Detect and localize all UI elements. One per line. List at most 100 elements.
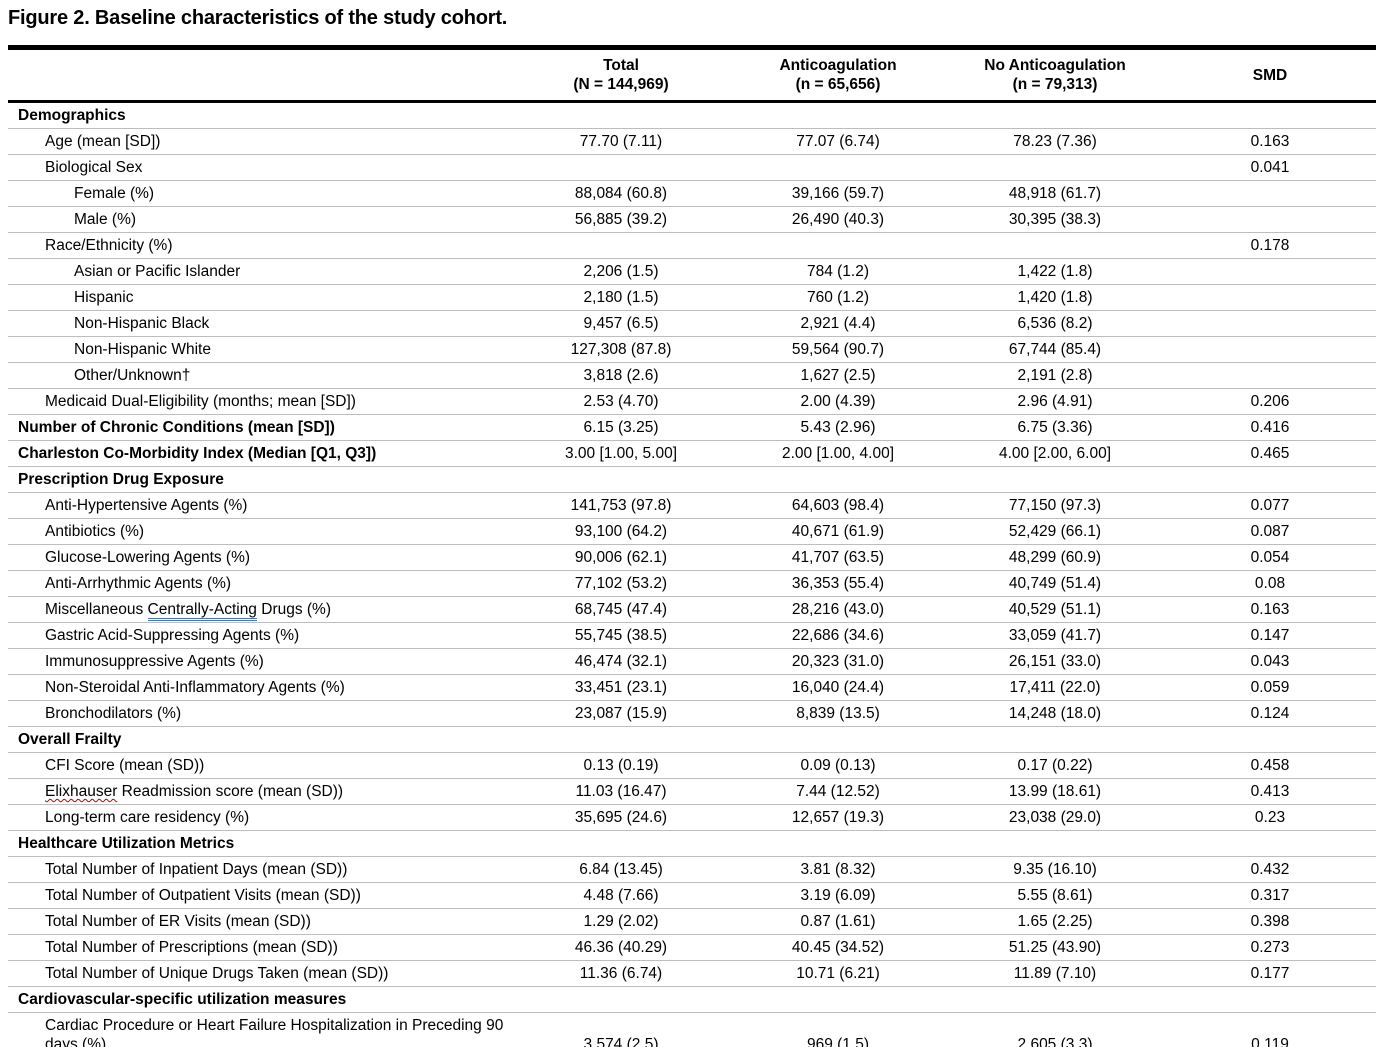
row-label: Glucose-Lowering Agents (%) <box>45 549 251 566</box>
table-row: Total Number of Prescriptions (mean (SD)… <box>8 935 1376 961</box>
row-label: Anti-Hypertensive Agents (%) <box>45 497 248 514</box>
cell-total: 55,745 (38.5) <box>574 627 668 644</box>
cell-total: 141,753 (97.8) <box>570 497 672 514</box>
row-label: Asian or Pacific Islander <box>74 263 241 280</box>
header-line1: Anticoagulation <box>779 57 897 74</box>
header-no_anticoagulation: No Anticoagulation (n = 79,313) <box>946 48 1164 102</box>
cell-smd: 0.178 <box>1250 237 1290 254</box>
table-body: Demographics Age (mean [SD]) 77.70 (7.11) 7… <box>8 102 1376 1047</box>
cell-anticoagulation: 64,603 (98.4) <box>791 497 885 514</box>
row-label: CFI Score (mean (SD)) <box>45 757 205 774</box>
cell-smd: 0.124 <box>1250 705 1290 722</box>
header-line1: SMD <box>1252 66 1288 84</box>
cell-no_anticoagulation: 1,422 (1.8) <box>1017 263 1093 280</box>
cell-total: 88,084 (60.8) <box>574 185 668 202</box>
row-label: Biological Sex <box>45 159 143 176</box>
cell-anticoagulation: 2.00 [1.00, 4.00] <box>781 445 895 462</box>
cell-total: 6.15 (3.25) <box>583 419 659 436</box>
cell-no_anticoagulation: 14,248 (18.0) <box>1008 705 1102 722</box>
row-label: Non-Steroidal Anti-Inflammatory Agents (… <box>45 679 345 696</box>
header-line2: (n = 65,656) <box>795 76 881 93</box>
cell-smd <box>1164 337 1376 363</box>
table-row: Charleston Co-Morbidity Index (Median [Q… <box>8 441 1376 467</box>
cell-smd: 0.458 <box>1250 757 1290 774</box>
cell-smd: 0.23 <box>1254 809 1286 826</box>
cell-no_anticoagulation: 5.55 (8.61) <box>1017 887 1093 904</box>
cell-total: 3.00 [1.00, 5.00] <box>564 445 678 462</box>
cell-total <box>512 727 730 753</box>
cell-smd: 0.08 <box>1254 575 1286 592</box>
cell-total: 3,574 (2.5) <box>583 1036 659 1047</box>
cell-no_anticoagulation <box>946 727 1164 753</box>
cell-anticoagulation: 2.00 (4.39) <box>800 393 876 410</box>
row-label: Race/Ethnicity (%) <box>45 237 173 254</box>
cell-anticoagulation: 26,490 (40.3) <box>791 211 885 228</box>
row-label: Age (mean [SD]) <box>45 133 161 150</box>
cell-no_anticoagulation: 77,150 (97.3) <box>1008 497 1102 514</box>
cell-no_anticoagulation: 2,605 (3.3) <box>1017 1036 1093 1047</box>
table-row: Miscellaneous Centrally-Acting Drugs (%)… <box>8 597 1376 623</box>
cell-smd: 0.398 <box>1250 913 1290 930</box>
cell-no_anticoagulation: 1.65 (2.25) <box>1017 913 1093 930</box>
spelling-underlined-word: Elixhauser <box>45 783 118 800</box>
row-label: Non-Hispanic Black <box>74 315 210 332</box>
table-row: Biological Sex 0.041 <box>8 155 1376 181</box>
cell-anticoagulation: 8,839 (13.5) <box>796 705 880 722</box>
cell-smd: 0.273 <box>1250 939 1290 956</box>
table-row: Male (%) 56,885 (39.2) 26,490 (40.3) 30,395… <box>8 207 1376 233</box>
figure-title: Figure 2. Baseline characteristics of th… <box>8 7 508 29</box>
cell-no_anticoagulation: 11.89 (7.10) <box>1013 965 1097 982</box>
row-label: Cardiovascular-specific utilization meas… <box>18 991 347 1008</box>
cell-total: 46,474 (32.1) <box>574 653 668 670</box>
cell-smd: 0.059 <box>1250 679 1290 696</box>
cell-total: 93,100 (64.2) <box>574 523 668 540</box>
cell-smd: 0.206 <box>1250 393 1290 410</box>
cell-no_anticoagulation: 40,529 (51.1) <box>1008 601 1102 618</box>
cell-smd <box>1164 102 1376 129</box>
row-label: Miscellaneous Centrally-Acting Drugs (%) <box>8 597 512 623</box>
table-row: Anti-Hypertensive Agents (%) 141,753 (97.… <box>8 493 1376 519</box>
cell-no_anticoagulation: 1,420 (1.8) <box>1017 289 1093 306</box>
cell-total <box>512 467 730 493</box>
cell-no_anticoagulation: 4.00 [2.00, 6.00] <box>998 445 1112 462</box>
cell-smd: 0.432 <box>1250 861 1290 878</box>
baseline-characteristics-table: Total (N = 144,969) Anticoagulation (n = 65… <box>8 45 1376 1047</box>
row-label: Immunosuppressive Agents (%) <box>45 653 264 670</box>
cell-total: 11.36 (6.74) <box>579 965 663 982</box>
row-label: Healthcare Utilization Metrics <box>18 835 235 852</box>
cell-no_anticoagulation: 6,536 (8.2) <box>1017 315 1093 332</box>
cell-smd <box>1164 727 1376 753</box>
cell-total: 35,695 (24.6) <box>574 809 668 826</box>
cell-no_anticoagulation <box>946 102 1164 129</box>
cell-total: 127,308 (87.8) <box>570 341 672 358</box>
row-label: Gastric Acid-Suppressing Agents (%) <box>45 627 300 644</box>
table-row: Cardiovascular-specific utilization meas… <box>8 987 1376 1013</box>
cell-no_anticoagulation <box>946 233 1164 259</box>
table-row: CFI Score (mean (SD)) 0.13 (0.19) 0.09 (0.… <box>8 753 1376 779</box>
table-row: Race/Ethnicity (%) 0.178 <box>8 233 1376 259</box>
cell-smd: 0.054 <box>1250 549 1290 566</box>
cell-anticoagulation: 39,166 (59.7) <box>791 185 885 202</box>
cell-smd <box>1164 207 1376 233</box>
row-label: Antibiotics (%) <box>45 523 145 540</box>
table-row: Glucose-Lowering Agents (%) 90,006 (62.1)… <box>8 545 1376 571</box>
row-label: Total Number of Prescriptions (mean (SD)… <box>45 939 338 956</box>
header-empty-cell <box>8 48 512 102</box>
cell-no_anticoagulation: 51.25 (43.90) <box>1008 939 1102 956</box>
cell-no_anticoagulation: 78.23 (7.36) <box>1013 133 1097 150</box>
table-row: Bronchodilators (%) 23,087 (15.9) 8,839 (1… <box>8 701 1376 727</box>
cell-total <box>512 987 730 1013</box>
cell-anticoagulation: 41,707 (63.5) <box>791 549 885 566</box>
cell-anticoagulation: 1,627 (2.5) <box>800 367 876 384</box>
row-label: Cardiac Procedure or Heart Failure Hospi… <box>45 1017 504 1047</box>
table-row: Hispanic 2,180 (1.5) 760 (1.2) 1,420 (1.8) <box>8 285 1376 311</box>
cell-total: 11.03 (16.47) <box>575 783 667 800</box>
row-label: Long-term care residency (%) <box>45 809 250 826</box>
header-line2: (N = 144,969) <box>573 76 669 93</box>
cell-anticoagulation: 40,671 (61.9) <box>791 523 885 540</box>
table-row: Total Number of ER Visits (mean (SD)) 1.2… <box>8 909 1376 935</box>
cell-smd <box>1164 363 1376 389</box>
table-row: Long-term care residency (%) 35,695 (24.6… <box>8 805 1376 831</box>
cell-total: 6.84 (13.45) <box>579 861 663 878</box>
cell-no_anticoagulation: 67,744 (85.4) <box>1008 341 1102 358</box>
